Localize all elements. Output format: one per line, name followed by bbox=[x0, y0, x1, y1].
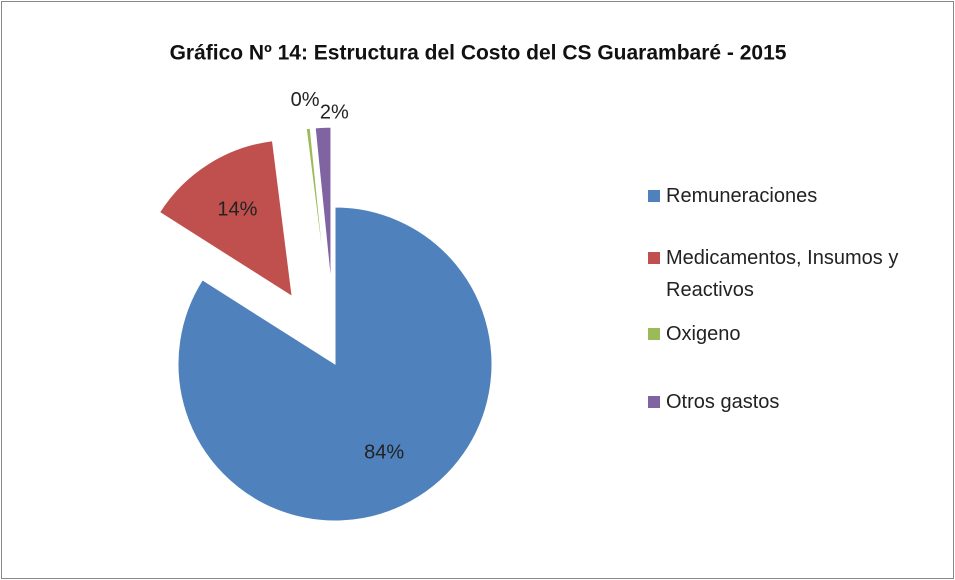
legend-swatch bbox=[648, 252, 660, 264]
legend-item: Remuneraciones bbox=[640, 180, 950, 212]
legend-swatch bbox=[648, 396, 660, 408]
data-label: 14% bbox=[217, 199, 257, 221]
legend-item: Medicamentos, Insumos y Reactivos bbox=[640, 242, 950, 306]
legend-label: Otros gastos bbox=[666, 391, 780, 413]
legend-swatch bbox=[648, 328, 660, 340]
pie-slice bbox=[158, 140, 293, 298]
legend-label: Remuneraciones bbox=[666, 185, 818, 207]
data-label: 2% bbox=[320, 102, 349, 124]
data-label: 0% bbox=[291, 89, 320, 111]
legend-label: Medicamentos, Insumos y Reactivos bbox=[666, 247, 899, 301]
legend-item: Oxigeno bbox=[640, 318, 950, 350]
legend-item: Otros gastos bbox=[640, 386, 950, 418]
legend-label: Oxigeno bbox=[666, 323, 741, 345]
legend: Remuneraciones Medicamentos, Insumos y Re… bbox=[640, 180, 950, 418]
legend-swatch bbox=[648, 190, 660, 202]
pie-slice bbox=[314, 126, 332, 285]
pie-slice bbox=[305, 127, 327, 285]
chart-title: Gráfico Nº 14: Estructura del Costo del … bbox=[170, 42, 787, 65]
pie-slice bbox=[177, 206, 493, 522]
data-label: 84% bbox=[364, 442, 404, 464]
